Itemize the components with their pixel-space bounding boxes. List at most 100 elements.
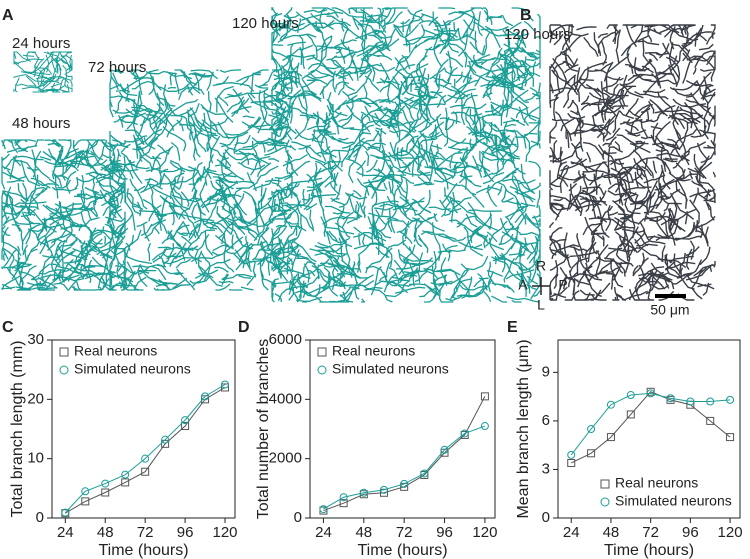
panel-label: E: [507, 319, 518, 336]
x-tick-label: 72: [396, 524, 413, 541]
marker: [61, 508, 70, 517]
marker: [359, 488, 368, 497]
panel-label: C: [2, 319, 14, 336]
marker: [480, 392, 489, 401]
x-axis-label: Time (hours): [604, 542, 694, 559]
x-axis-label: Time (hours): [98, 542, 188, 559]
marker: [400, 479, 409, 488]
marker: [587, 449, 596, 458]
marker: [726, 395, 735, 404]
stage-label: 72 hours: [88, 59, 146, 76]
panel-label: B: [520, 7, 532, 24]
marker: [460, 429, 469, 438]
neuron-arbor: [270, 7, 541, 303]
neuron-arbor: [549, 24, 716, 301]
marker: [567, 450, 576, 459]
compass-label: R: [536, 258, 546, 274]
y-axis-label: Total number of branches: [255, 339, 272, 520]
marker: [706, 416, 715, 425]
x-tick-label: 72: [642, 524, 659, 541]
neuron-arbor: [13, 51, 73, 93]
compass-label: P: [558, 277, 567, 293]
stage-label: 48 hours: [12, 115, 70, 132]
marker: [339, 499, 348, 508]
marker: [81, 487, 90, 496]
marker: [161, 435, 170, 444]
marker: [420, 469, 429, 478]
series-line: [571, 391, 731, 464]
legend-label: Simulated neurons: [74, 361, 191, 377]
y-tick-label: 0: [294, 509, 302, 526]
legend-marker: [59, 365, 69, 375]
marker: [626, 410, 635, 419]
marker: [141, 454, 150, 463]
marker: [81, 497, 90, 506]
x-tick-label: 72: [137, 524, 154, 541]
neuron-images: [1, 7, 716, 303]
x-axis-label: Time (hours): [357, 542, 447, 559]
x-tick-label: 120: [718, 524, 743, 541]
marker: [221, 383, 230, 392]
marker: [339, 493, 348, 502]
compass-label: A: [518, 277, 528, 293]
x-tick-label: 48: [355, 524, 372, 541]
marker: [319, 505, 328, 514]
y-tick-label: 4000: [269, 390, 302, 407]
panel-label: D: [238, 319, 250, 336]
y-tick-label: 30: [27, 331, 44, 348]
marker: [646, 389, 655, 398]
y-tick-label: 9: [542, 363, 550, 380]
neuron-arbor: [109, 69, 293, 291]
neuron-arbor: [1, 139, 126, 291]
marker: [221, 380, 230, 389]
plot-frame: [309, 339, 496, 519]
x-tick-label: 24: [315, 524, 332, 541]
x-tick-label: 24: [563, 524, 580, 541]
legend-label: Real neurons: [332, 343, 415, 359]
marker: [606, 433, 615, 442]
panel-label: A: [2, 7, 14, 24]
stage-label: 24 hours: [12, 35, 70, 52]
marker: [380, 485, 388, 494]
y-tick-label: 6: [542, 412, 550, 429]
marker: [706, 397, 715, 406]
legend-label: Real neurons: [74, 343, 157, 359]
legend-label: Simulated neurons: [332, 361, 449, 377]
series-line: [570, 392, 731, 456]
marker: [587, 425, 596, 433]
stage-label: 120 hours: [232, 15, 299, 32]
marker: [567, 458, 576, 467]
series-line: [323, 396, 486, 512]
series-line: [323, 425, 486, 510]
marker: [101, 479, 110, 488]
series-line: [65, 387, 226, 514]
legend-label: Simulated neurons: [615, 493, 732, 509]
x-tick-label: 48: [603, 524, 620, 541]
y-tick-label: 0: [36, 509, 44, 526]
compass: [532, 277, 550, 295]
x-tick-label: 96: [682, 524, 699, 541]
x-tick-label: 24: [57, 524, 74, 541]
marker: [686, 397, 695, 406]
x-tick-label: 120: [472, 524, 497, 541]
legend-marker: [59, 347, 69, 357]
legend-marker: [317, 347, 327, 357]
marker: [440, 445, 449, 454]
plot-frame: [51, 339, 236, 519]
marker: [606, 400, 615, 409]
x-tick-label: 120: [213, 524, 238, 541]
x-tick-label: 96: [436, 524, 453, 541]
marker: [121, 470, 130, 479]
marker: [726, 433, 735, 442]
y-tick-label: 10: [27, 450, 44, 467]
marker: [121, 478, 130, 487]
marker: [626, 391, 635, 400]
marker: [666, 394, 675, 403]
marker: [101, 488, 110, 497]
legend-marker: [317, 365, 327, 375]
y-axis-label: Mean branch length (μm): [515, 339, 532, 518]
y-tick-label: 0: [542, 509, 550, 526]
y-tick-label: 3: [542, 460, 550, 477]
x-tick-label: 96: [177, 524, 194, 541]
